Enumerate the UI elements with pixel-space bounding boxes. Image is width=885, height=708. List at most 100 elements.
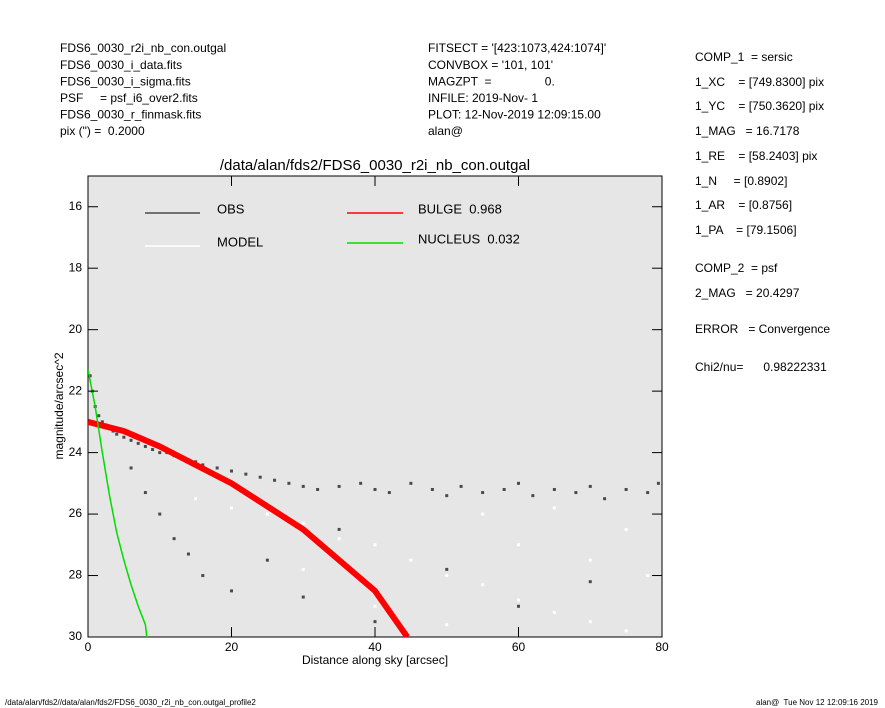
data-point xyxy=(122,435,126,439)
x-tick-label: 40 xyxy=(368,640,382,654)
data-point xyxy=(143,444,147,448)
parameter-line: 1_XC = [749.8300] pix xyxy=(695,75,824,89)
data-point xyxy=(430,487,434,491)
parameter-line: 1_N = [0.8902] xyxy=(695,174,787,188)
parameter-line: 1_AR = [0.8756] xyxy=(695,198,792,212)
data-point xyxy=(588,580,592,584)
data-point xyxy=(337,527,341,531)
x-tick-label: 80 xyxy=(655,640,669,654)
parameter-line: COMP_2 = psf xyxy=(695,261,778,275)
data-point xyxy=(646,491,650,495)
data-point xyxy=(373,620,377,624)
data-point xyxy=(445,574,449,578)
data-point xyxy=(359,481,363,485)
data-point xyxy=(301,595,305,599)
parameter-line: COMP_1 = sersic xyxy=(695,50,793,64)
header-middle-line: FITSECT = '[423:1073,424:1074]' xyxy=(428,41,606,55)
model-curve xyxy=(88,418,410,637)
parameter-line: Chi2/nu= 0.98222331 xyxy=(695,360,827,374)
data-point xyxy=(129,466,133,470)
data-point xyxy=(287,481,291,485)
data-point xyxy=(151,448,155,452)
parameter-line: ERROR = Convergence xyxy=(695,322,830,336)
data-point xyxy=(517,604,520,608)
parameter-line: 1_YC = [750.3620] pix xyxy=(695,99,824,113)
data-point xyxy=(316,487,320,491)
header-left-line: pix (") = 0.2000 xyxy=(60,124,145,138)
y-tick-label: 26 xyxy=(69,506,83,520)
y-axis-label: magnitude/arcsec^2 xyxy=(52,352,66,459)
data-point xyxy=(244,472,248,476)
x-tick-label: 20 xyxy=(225,640,239,654)
data-point xyxy=(186,552,190,556)
header-middle-line: PLOT: 12-Nov-2019 12:09:15.00 xyxy=(428,108,601,122)
x-tick-label: 0 xyxy=(85,640,92,654)
data-point xyxy=(373,543,377,547)
data-point xyxy=(373,487,377,491)
data-point xyxy=(143,491,147,495)
data-point xyxy=(129,438,133,442)
data-point xyxy=(646,574,650,578)
data-point xyxy=(517,481,520,485)
data-point xyxy=(502,487,506,491)
data-point xyxy=(337,484,341,488)
header-middle-line: CONVBOX = '101, 101' xyxy=(428,58,553,72)
data-point xyxy=(445,623,449,627)
data-point xyxy=(301,521,305,525)
legend-label: MODEL xyxy=(217,234,263,249)
data-point xyxy=(624,527,628,531)
data-point xyxy=(230,506,233,510)
data-point xyxy=(459,484,463,488)
data-point xyxy=(265,512,269,516)
data-point xyxy=(588,620,592,624)
data-point xyxy=(215,466,219,470)
data-point xyxy=(194,497,198,501)
header-middle-line: alan@ xyxy=(428,124,463,138)
data-point xyxy=(97,414,101,418)
data-point xyxy=(301,567,305,571)
y-tick-label: 22 xyxy=(69,383,83,397)
data-point xyxy=(88,374,92,378)
data-point xyxy=(552,487,556,491)
parameter-line: 1_MAG = 16.7178 xyxy=(695,124,800,138)
data-point xyxy=(445,567,449,571)
data-point xyxy=(481,491,485,495)
header-left-line: FDS6_0030_i_sigma.fits xyxy=(60,74,191,88)
data-point xyxy=(158,451,162,455)
data-point xyxy=(387,491,391,495)
data-point xyxy=(373,604,377,608)
header-left-line: FDS6_0030_r2i_nb_con.outgal xyxy=(60,41,226,55)
data-point xyxy=(481,583,485,587)
data-point xyxy=(337,537,341,541)
data-point xyxy=(531,494,535,498)
y-tick-label: 28 xyxy=(69,568,83,582)
y-tick-label: 16 xyxy=(69,199,83,213)
data-point xyxy=(230,469,233,473)
data-point xyxy=(588,558,592,562)
data-point xyxy=(301,484,305,488)
data-point xyxy=(409,481,413,485)
data-point xyxy=(552,506,556,510)
data-point xyxy=(574,491,578,495)
data-point xyxy=(136,441,140,445)
y-tick-label: 24 xyxy=(69,445,83,459)
parameter-line: 1_PA = [79.1506] xyxy=(695,223,797,237)
data-point xyxy=(230,589,233,593)
x-axis-label: Distance along sky [arcsec] xyxy=(302,653,448,667)
data-point xyxy=(517,598,520,602)
data-point xyxy=(517,543,520,547)
data-point xyxy=(201,463,205,467)
data-point xyxy=(588,484,592,488)
legend-label: NUCLEUS 0.032 xyxy=(418,231,520,246)
data-point xyxy=(258,475,262,479)
plot-content xyxy=(88,369,660,637)
data-point xyxy=(481,512,485,516)
data-point xyxy=(409,558,413,562)
footer-right: alan@ Tue Nov 12 12:09:16 2019 xyxy=(756,698,879,707)
y-tick-label: 20 xyxy=(69,322,83,336)
legend-label: OBS xyxy=(217,201,245,216)
x-tick-label: 60 xyxy=(512,640,526,654)
chart-title: /data/alan/fds2/FDS6_0030_r2i_nb_con.out… xyxy=(220,157,530,174)
header-left-line: PSF = psf_i6_over2.fits xyxy=(60,91,198,105)
